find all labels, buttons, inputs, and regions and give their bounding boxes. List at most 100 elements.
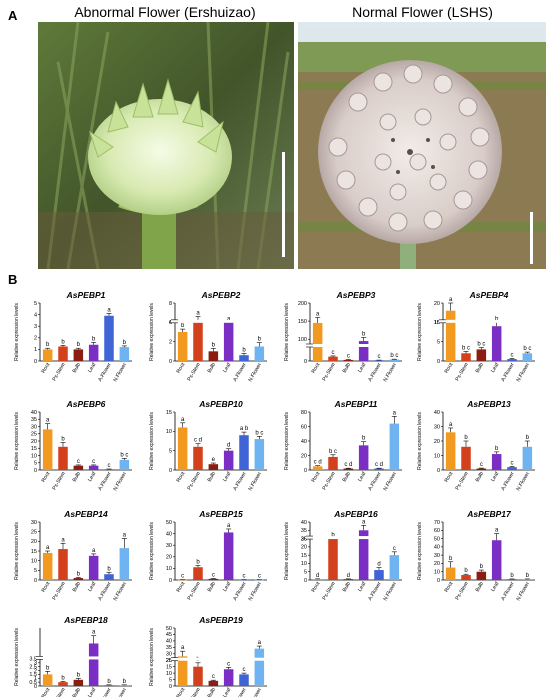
significance-letter: b (212, 342, 216, 348)
x-tick-label: Root (444, 471, 455, 484)
chart-title: AsPEBP13 (466, 399, 511, 409)
y-tick-label: 80 (301, 410, 307, 416)
significance-letter: a (123, 532, 127, 538)
normal-flower-title: Normal Flower (LSHS) (352, 4, 493, 20)
bar (491, 540, 502, 580)
chart-title: AsPEBP14 (63, 509, 108, 519)
y-tick-label: 10 (301, 561, 307, 567)
y-tick-label: 5 (169, 677, 172, 683)
significance-letter: b (77, 571, 81, 577)
significance-letter: b (61, 436, 65, 442)
y-tick-label: 15 (31, 446, 37, 452)
x-tick-label: Leaf (87, 581, 98, 593)
x-tick-label: N.Flower (515, 362, 531, 383)
bar (73, 349, 84, 361)
y-tick-label: 20 (31, 439, 37, 445)
significance-letter: b (92, 336, 96, 342)
x-tick-label: Bulb (207, 471, 217, 483)
significance-letter: b (258, 337, 262, 343)
y-tick-label: 5 (169, 448, 172, 454)
significance-letter: b c (523, 346, 531, 352)
bar (445, 567, 456, 580)
x-tick-label: Root (311, 471, 322, 484)
y-tick-label: 2 (34, 668, 37, 674)
significance-letter: c (92, 459, 95, 465)
bar (461, 353, 471, 361)
y-axis-label: Relative expression levels (149, 412, 155, 470)
chart-AsPEBP10: AsPEBP10 Relative expression levels 0 5 10 15… (149, 399, 267, 492)
chart-AsPEBP2: AsPEBP2 Relative expression levels 0 2 46 8 b R… (149, 290, 269, 383)
bar (522, 446, 533, 470)
bar (328, 456, 338, 470)
x-tick-label: A.Flower (500, 362, 516, 383)
x-tick-label: N.Flower (112, 362, 128, 383)
x-tick-label: Root (176, 581, 187, 594)
bar (461, 575, 471, 580)
x-tick-label: Leaf (490, 581, 501, 593)
y-tick-label: 10 (434, 320, 440, 326)
axis-break (439, 319, 537, 323)
chart-AsPEBP3: AsPEBP3 Relative expression levels 0 100 150… (284, 290, 404, 383)
significance-letter: c (181, 574, 184, 580)
bar (88, 643, 99, 686)
y-tick-label: 3 (34, 661, 37, 667)
bar (358, 341, 369, 361)
x-tick-label: Ps-Stem (322, 581, 337, 601)
y-tick-label: 5 (34, 568, 37, 574)
y-tick-label: 35 (301, 528, 307, 534)
axis-break (306, 536, 404, 540)
x-tick-label: Ps-Stem (52, 581, 67, 601)
x-tick-label: Leaf (222, 471, 233, 483)
significance-letter: b (61, 675, 65, 681)
significance-letter: b (464, 568, 468, 574)
x-tick-label: Root (176, 362, 187, 375)
x-tick-label: Bulb (72, 471, 82, 483)
y-tick-label: 1.5 (29, 672, 37, 678)
y-tick-label: 35 (166, 645, 172, 651)
y-axis-label: Relative expression levels (284, 412, 290, 470)
y-tick-label: 30 (434, 424, 440, 430)
x-tick-label: Bulb (207, 581, 217, 593)
x-tick-label: N.Flower (247, 581, 263, 602)
y-tick-label: 8 (169, 301, 172, 307)
chart-AsPEBP17: AsPEBP17 Relative expression levels 0 10 20 3… (417, 509, 535, 602)
x-tick-label: Leaf (490, 362, 501, 374)
x-tick-label: Ps-Stem (322, 362, 337, 382)
significance-letter: a (449, 297, 453, 303)
y-tick-label: 70 (434, 520, 440, 526)
significance-letter: b (362, 436, 366, 442)
bar (239, 355, 249, 361)
chart-title: AsPEBP2 (201, 290, 241, 300)
significance-letter: b (107, 566, 111, 572)
y-tick-label: 35 (31, 417, 37, 423)
bar (88, 555, 99, 580)
y-tick-label: 5 (34, 461, 37, 467)
bar (312, 466, 323, 470)
bar (42, 674, 53, 686)
significance-letter: b (510, 573, 514, 579)
x-tick-label: Leaf (357, 362, 368, 374)
bar (445, 432, 456, 470)
x-tick-label: Ps-Stem (455, 362, 470, 382)
x-tick-label: A.Flower (97, 471, 113, 492)
significance-letter: c (212, 572, 215, 578)
y-tick-label: 6 (169, 320, 172, 326)
x-tick-label: Ps-Stem (455, 471, 470, 491)
x-tick-label: N.Flower (112, 687, 128, 697)
y-tick-label: 30 (301, 536, 307, 542)
y-tick-label: 20 (166, 658, 172, 664)
bar (358, 530, 369, 580)
y-tick-label: 40 (31, 410, 37, 416)
y-tick-label: 15 (166, 410, 172, 416)
chart-title: AsPEBP17 (466, 509, 512, 519)
chart-title: AsPEBP1 (66, 290, 106, 300)
y-tick-label: 0 (304, 468, 307, 474)
bar (343, 359, 354, 361)
x-tick-label: Bulb (342, 471, 352, 483)
bar (104, 315, 114, 361)
significance-letter: a (107, 307, 111, 313)
y-tick-label: 10 (434, 570, 440, 576)
x-tick-label: Ps-Stem (52, 471, 67, 491)
y-tick-label: 4 (34, 312, 37, 318)
